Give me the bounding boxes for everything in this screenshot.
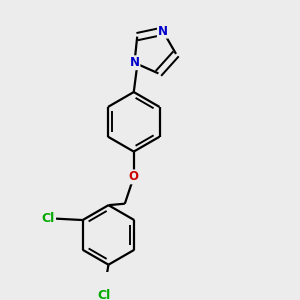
Text: Cl: Cl — [42, 212, 55, 225]
Text: N: N — [130, 56, 140, 69]
Text: N: N — [158, 25, 168, 38]
Text: O: O — [129, 170, 139, 183]
Text: Cl: Cl — [98, 289, 111, 300]
